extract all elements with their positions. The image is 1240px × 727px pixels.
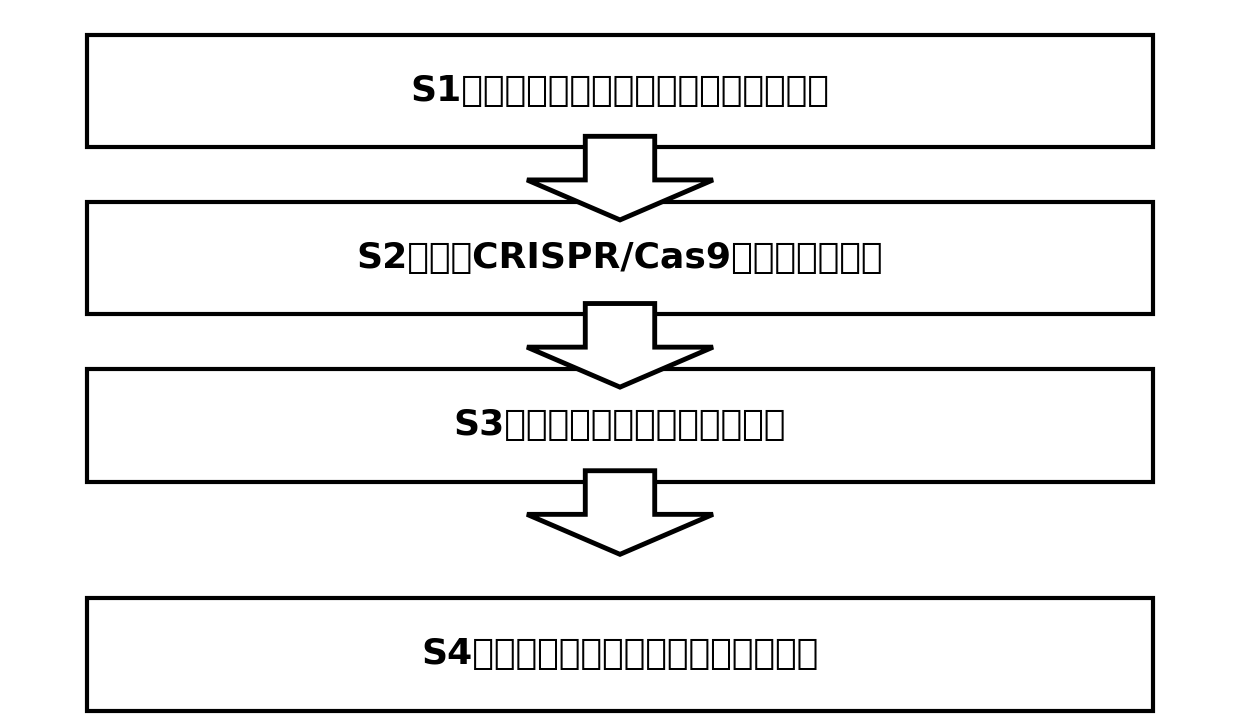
Polygon shape	[527, 137, 713, 220]
Text: S1：基因家族不同成员的共同靶序列选择: S1：基因家族不同成员的共同靶序列选择	[410, 74, 830, 108]
Text: S2：芥蓝CRISPR/Cas9表达载体的构建: S2：芥蓝CRISPR/Cas9表达载体的构建	[357, 241, 883, 275]
Polygon shape	[527, 304, 713, 387]
Text: S4：转基因植株的表型鉴定与分子检测: S4：转基因植株的表型鉴定与分子检测	[422, 638, 818, 671]
Polygon shape	[527, 471, 713, 554]
Polygon shape	[527, 304, 713, 387]
Text: S3：根癌农杆菌介导的遗传转化: S3：根癌农杆菌介导的遗传转化	[454, 409, 786, 442]
Polygon shape	[527, 137, 713, 220]
Bar	[87, 34, 1153, 147]
Bar	[87, 201, 1153, 314]
Bar	[87, 598, 1153, 711]
Polygon shape	[527, 471, 713, 554]
Bar	[87, 369, 1153, 482]
